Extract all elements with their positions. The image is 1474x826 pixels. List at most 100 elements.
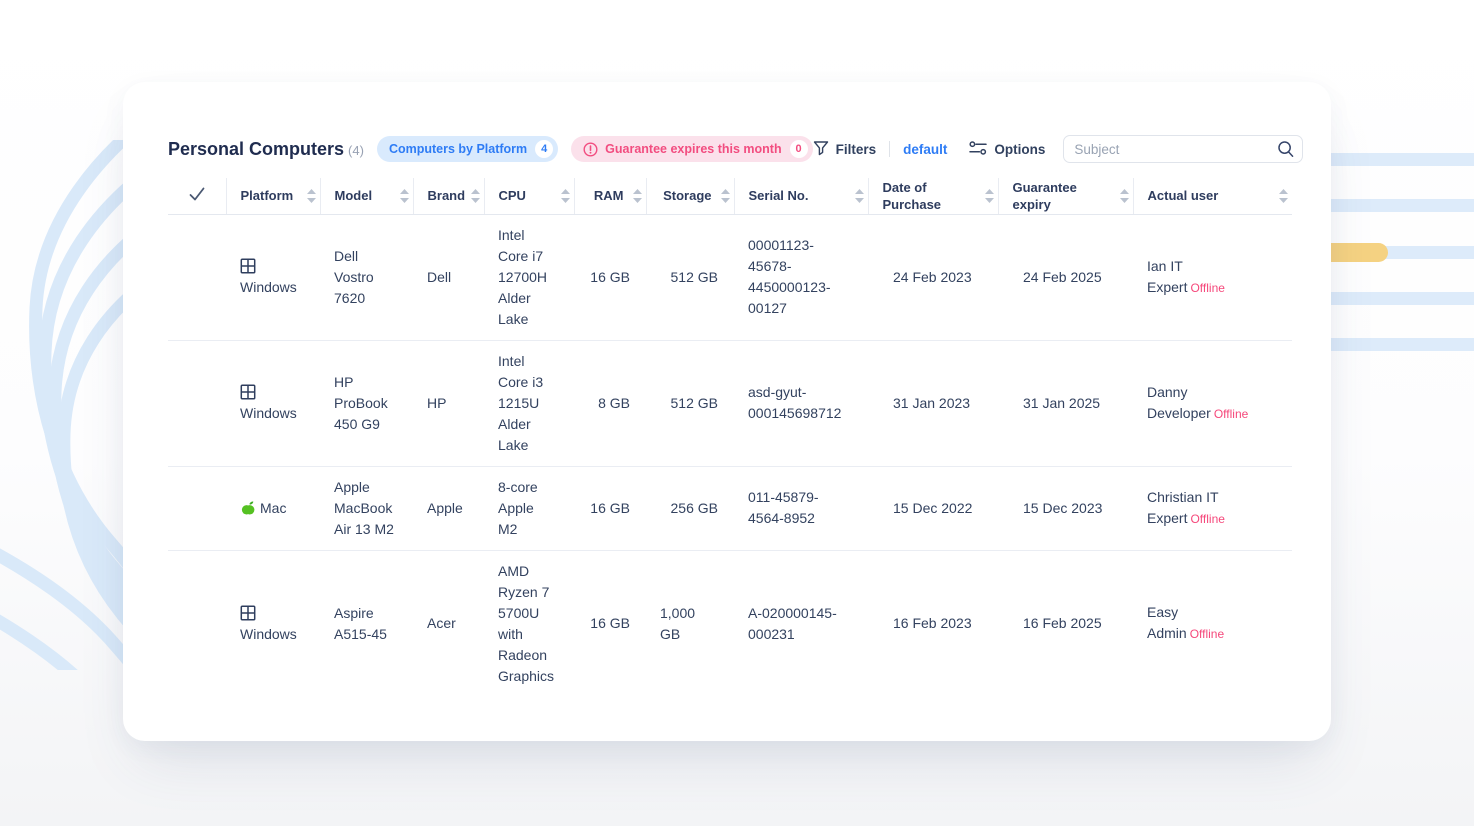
cell-actual_user: Ian IT Expert Offline: [1133, 214, 1292, 341]
search-icon[interactable]: [1277, 140, 1295, 163]
cell-actual_user: Danny Developer Offline: [1133, 340, 1292, 467]
apple-icon: [241, 501, 255, 514]
badge-count: 4: [535, 140, 554, 158]
cell-cpu: 8-core Apple M2: [484, 466, 574, 551]
column-label: CPU: [498, 188, 526, 204]
column-header-platform[interactable]: Platform: [225, 178, 320, 215]
cell-guarantee_expiry: 31 Jan 2025: [998, 340, 1133, 467]
column-label: Model: [334, 188, 373, 204]
cell-model: Dell Vostro 7620: [320, 214, 413, 341]
stripe-decoration: [1318, 292, 1474, 305]
column-label: RAM: [593, 188, 624, 204]
filter-preset-link[interactable]: default: [903, 141, 948, 157]
page-title-text: Personal Computers: [168, 138, 345, 159]
sort-icon[interactable]: [399, 188, 409, 203]
cell-storage: 512 GB: [646, 340, 734, 467]
cell-serial: A-020000145-000231: [748, 604, 837, 642]
sort-icon[interactable]: [306, 188, 316, 203]
cell-brand: Dell: [413, 214, 484, 341]
cell-serial: asd-gyut-000145698712: [734, 340, 868, 467]
page-title: Personal Computers (4): [168, 139, 364, 160]
table-row[interactable]: Windows Aspire A515-45 Acer AMD Ryzen 7 570…: [168, 550, 1292, 697]
table-row[interactable]: Mac Apple MacBook Air 13 M2 Apple 8-core Ap…: [168, 466, 1292, 551]
options-button[interactable]: Options: [969, 140, 1045, 158]
options-icon: [969, 140, 988, 158]
badge-count: 0: [789, 140, 808, 158]
background-stripes-decoration: [1312, 0, 1474, 400]
windows-icon: [240, 384, 256, 400]
cell-platform: Mac: [226, 466, 320, 551]
column-header-model[interactable]: Model: [319, 178, 413, 215]
column-label: Actual user: [1147, 188, 1219, 204]
cell-ram: 8 GB: [574, 340, 646, 467]
sort-icon[interactable]: [984, 188, 994, 203]
toolbar: Personal Computers (4) Computers by Platf…: [123, 82, 1331, 164]
table-row[interactable]: Windows Dell Vostro 7620 Dell Intel Core i7…: [168, 214, 1292, 341]
filter-icon: [813, 140, 829, 159]
filters-label: Filters: [835, 141, 877, 157]
table-container: Platform Model Brand CPU RAM Storage Serial No…: [123, 164, 1331, 697]
cell-cpu: Intel Core i3 1215U Alder Lake: [484, 340, 574, 467]
sort-icon[interactable]: [1279, 188, 1288, 203]
stripe-decoration: [1318, 338, 1474, 351]
column-label: Serial No.: [748, 188, 809, 204]
cell-cpu: Intel Core i7 12700H Alder Lake: [484, 214, 574, 341]
cell-guarantee_expiry: 24 Feb 2025: [998, 214, 1133, 341]
column-label: Storage: [663, 188, 712, 204]
search-input[interactable]: [1063, 135, 1304, 163]
computers-panel: Personal Computers (4) Computers by Platf…: [123, 82, 1331, 741]
cell-guarantee_expiry: 15 Dec 2023: [998, 466, 1133, 551]
column-header-brand[interactable]: Brand: [412, 178, 484, 215]
windows-icon: [240, 258, 256, 274]
sort-icon[interactable]: [720, 188, 730, 203]
cell-storage: 512 GB: [646, 214, 734, 341]
sort-icon[interactable]: [470, 188, 480, 203]
cell-ram: 16 GB: [590, 615, 630, 631]
column-header-purchase_date[interactable]: Date of Purchase: [867, 178, 998, 215]
column-header-ram[interactable]: RAM: [573, 178, 646, 215]
select-all-check-icon[interactable]: [188, 185, 206, 203]
computers-by-platform-badge[interactable]: Computers by Platform 4: [376, 136, 559, 162]
cell-ram: 16 GB: [574, 466, 646, 551]
cell-brand: Acer: [427, 615, 456, 631]
badge-label: Guarantee expires this month: [605, 142, 782, 156]
sort-icon[interactable]: [1119, 188, 1129, 203]
cell-actual_user: Easy Admin Offline: [1147, 604, 1225, 641]
cell-platform: Windows: [226, 214, 320, 341]
column-header-cpu[interactable]: CPU: [483, 178, 574, 215]
sort-icon[interactable]: [854, 188, 864, 203]
column-header-serial[interactable]: Serial No.: [733, 178, 868, 215]
column-header-storage[interactable]: Storage: [645, 178, 734, 215]
column-label: Brand: [427, 188, 466, 204]
badge-label: Computers by Platform: [388, 142, 528, 156]
cell-brand: HP: [413, 340, 484, 467]
table-header-row: Platform Model Brand CPU RAM Storage Serial No…: [168, 178, 1292, 215]
sort-icon[interactable]: [632, 188, 642, 203]
yellow-pill-decoration: [1312, 243, 1388, 262]
cell-select: [168, 214, 226, 341]
cell-storage: 256 GB: [646, 466, 734, 551]
column-header-actual_user[interactable]: Actual user: [1132, 178, 1292, 215]
cell-select: [168, 340, 226, 467]
sort-icon[interactable]: [560, 188, 570, 203]
cell-model: Aspire A515-45: [334, 604, 387, 642]
toolbar-divider: [889, 141, 891, 157]
column-label: Guarantee expiry: [1012, 179, 1077, 212]
cell-select: [168, 466, 226, 551]
cell-platform: Windows: [226, 550, 320, 697]
guarantee-expires-badge[interactable]: Guarantee expires this month 0: [571, 136, 813, 162]
stripe-decoration: [1318, 199, 1474, 212]
status-badge: Offline: [1190, 511, 1225, 526]
cell-platform: Windows: [226, 340, 320, 467]
table-row[interactable]: Windows HP ProBook 450 G9 HP Intel Core i3 …: [168, 340, 1292, 467]
cell-select: [168, 550, 226, 697]
filters-button[interactable]: Filters: [813, 140, 877, 159]
cell-model: Apple MacBook Air 13 M2: [320, 466, 413, 551]
cell-purchase_date: 16 Feb 2023: [893, 615, 972, 631]
stripe-decoration: [1318, 153, 1474, 166]
column-header-guarantee_expiry[interactable]: Guarantee expiry: [997, 178, 1133, 215]
status-badge: Offline: [1189, 627, 1225, 641]
column-header-select[interactable]: [168, 178, 226, 215]
column-label: Platform: [240, 188, 294, 204]
cell-guarantee_expiry: 16 Feb 2025: [1023, 615, 1102, 631]
